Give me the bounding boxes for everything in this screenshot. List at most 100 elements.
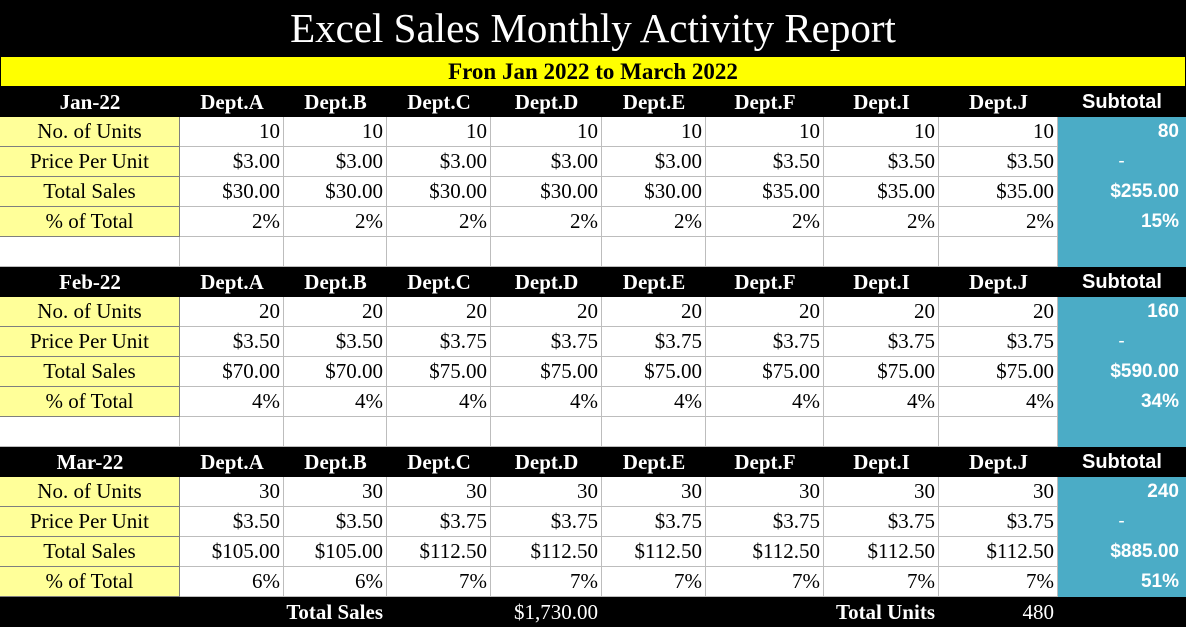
units-row-cell[interactable]: 30 xyxy=(491,477,602,507)
department-header-cell[interactable]: Dept.C xyxy=(387,267,491,297)
total-sales-row-cell[interactable]: $30.00 xyxy=(284,177,387,207)
total-sales-row-cell[interactable]: $105.00 xyxy=(284,537,387,567)
department-header-cell[interactable]: Dept.E xyxy=(602,447,706,477)
empty-cell[interactable] xyxy=(180,417,284,447)
price-row-cell[interactable]: $3.00 xyxy=(387,147,491,177)
total-sales-row-cell[interactable]: $30.00 xyxy=(491,177,602,207)
units-row-label[interactable]: No. of Units xyxy=(0,117,180,147)
total-sales-row-cell[interactable]: $35.00 xyxy=(824,177,939,207)
price-row-cell[interactable]: $3.50 xyxy=(180,327,284,357)
price-row-cell[interactable]: $3.75 xyxy=(824,507,939,537)
units-row-cell[interactable]: 10 xyxy=(706,117,824,147)
department-header-cell[interactable]: Dept.E xyxy=(602,267,706,297)
empty-subtotal-cell[interactable] xyxy=(1058,237,1186,267)
percent-row-cell[interactable]: 2% xyxy=(180,207,284,237)
units-row-cell[interactable]: 30 xyxy=(602,477,706,507)
price-row-subtotal-cell[interactable]: - xyxy=(1058,147,1186,177)
empty-cell[interactable] xyxy=(824,237,939,267)
percent-row-subtotal-cell[interactable]: 34% xyxy=(1058,387,1186,417)
month-header-cell[interactable]: Feb-22 xyxy=(0,267,180,297)
department-header-cell[interactable]: Dept.A xyxy=(180,267,284,297)
percent-row-cell[interactable]: 4% xyxy=(939,387,1058,417)
department-header-cell[interactable]: Dept.C xyxy=(387,87,491,117)
department-header-cell[interactable]: Dept.I xyxy=(824,447,939,477)
total-sales-row-cell[interactable]: $75.00 xyxy=(491,357,602,387)
total-sales-row-cell[interactable]: $112.50 xyxy=(387,537,491,567)
units-row-cell[interactable]: 20 xyxy=(387,297,491,327)
footer-empty-cell[interactable] xyxy=(180,597,284,627)
price-row-label[interactable]: Price Per Unit xyxy=(0,327,180,357)
price-row-cell[interactable]: $3.75 xyxy=(387,327,491,357)
empty-cell[interactable] xyxy=(602,237,706,267)
empty-cell[interactable] xyxy=(824,417,939,447)
department-header-cell[interactable]: Dept.F xyxy=(706,87,824,117)
subtotal-header-cell[interactable]: Subtotal xyxy=(1058,267,1186,297)
empty-cell[interactable] xyxy=(706,237,824,267)
price-row-cell[interactable]: $3.50 xyxy=(824,147,939,177)
total-sales-row-subtotal-cell[interactable]: $885.00 xyxy=(1058,537,1186,567)
total-sales-row-cell[interactable]: $112.50 xyxy=(491,537,602,567)
percent-row-cell[interactable]: 4% xyxy=(284,387,387,417)
subtotal-header-cell[interactable]: Subtotal xyxy=(1058,87,1186,117)
price-row-label[interactable]: Price Per Unit xyxy=(0,147,180,177)
empty-cell[interactable] xyxy=(491,417,602,447)
percent-row-cell[interactable]: 4% xyxy=(824,387,939,417)
total-sales-row-cell[interactable]: $75.00 xyxy=(387,357,491,387)
footer-empty-cell[interactable] xyxy=(387,597,491,627)
total-sales-row-cell[interactable]: $70.00 xyxy=(284,357,387,387)
empty-cell[interactable] xyxy=(706,417,824,447)
price-row-cell[interactable]: $3.50 xyxy=(284,327,387,357)
total-sales-label[interactable]: Total Sales xyxy=(284,597,387,627)
total-sales-row-cell[interactable]: $112.50 xyxy=(706,537,824,567)
percent-row-cell[interactable]: 2% xyxy=(491,207,602,237)
month-header-cell[interactable]: Jan-22 xyxy=(0,87,180,117)
price-row-cell[interactable]: $3.75 xyxy=(939,507,1058,537)
price-row-cell[interactable]: $3.75 xyxy=(706,327,824,357)
units-row-label[interactable]: No. of Units xyxy=(0,477,180,507)
department-header-cell[interactable]: Dept.B xyxy=(284,87,387,117)
empty-cell[interactable] xyxy=(491,237,602,267)
report-title[interactable]: Excel Sales Monthly Activity Report xyxy=(0,0,1186,56)
total-sales-row-cell[interactable]: $30.00 xyxy=(180,177,284,207)
percent-row-label[interactable]: % of Total xyxy=(0,567,180,597)
total-sales-value[interactable]: $1,730.00 xyxy=(491,597,602,627)
price-row-cell[interactable]: $3.75 xyxy=(387,507,491,537)
units-row-cell[interactable]: 20 xyxy=(491,297,602,327)
units-row-cell[interactable]: 10 xyxy=(387,117,491,147)
total-sales-row-cell[interactable]: $75.00 xyxy=(824,357,939,387)
department-header-cell[interactable]: Dept.I xyxy=(824,87,939,117)
percent-row-cell[interactable]: 7% xyxy=(939,567,1058,597)
units-row-cell[interactable]: 20 xyxy=(180,297,284,327)
total-sales-row-subtotal-cell[interactable]: $590.00 xyxy=(1058,357,1186,387)
units-row-subtotal-cell[interactable]: 240 xyxy=(1058,477,1186,507)
price-row-label[interactable]: Price Per Unit xyxy=(0,507,180,537)
units-row-cell[interactable]: 30 xyxy=(824,477,939,507)
price-row-cell[interactable]: $3.00 xyxy=(491,147,602,177)
empty-cell[interactable] xyxy=(939,237,1058,267)
department-header-cell[interactable]: Dept.B xyxy=(284,267,387,297)
empty-cell[interactable] xyxy=(284,417,387,447)
percent-row-cell[interactable]: 4% xyxy=(180,387,284,417)
units-row-cell[interactable]: 30 xyxy=(284,477,387,507)
total-sales-row-cell[interactable]: $70.00 xyxy=(180,357,284,387)
units-row-cell[interactable]: 10 xyxy=(602,117,706,147)
total-sales-row-cell[interactable]: $112.50 xyxy=(824,537,939,567)
price-row-cell[interactable]: $3.00 xyxy=(602,147,706,177)
price-row-cell[interactable]: $3.75 xyxy=(939,327,1058,357)
percent-row-cell[interactable]: 7% xyxy=(387,567,491,597)
total-sales-row-cell[interactable]: $112.50 xyxy=(939,537,1058,567)
empty-cell[interactable] xyxy=(0,417,180,447)
units-row-cell[interactable]: 10 xyxy=(180,117,284,147)
units-row-cell[interactable]: 10 xyxy=(939,117,1058,147)
total-units-value[interactable]: 480 xyxy=(939,597,1058,627)
percent-row-cell[interactable]: 7% xyxy=(824,567,939,597)
department-header-cell[interactable]: Dept.A xyxy=(180,87,284,117)
report-subtitle[interactable]: Fron Jan 2022 to March 2022 xyxy=(0,56,1186,87)
units-row-cell[interactable]: 30 xyxy=(939,477,1058,507)
percent-row-cell[interactable]: 2% xyxy=(284,207,387,237)
percent-row-cell[interactable]: 2% xyxy=(939,207,1058,237)
units-row-cell[interactable]: 30 xyxy=(706,477,824,507)
total-sales-row-cell[interactable]: $35.00 xyxy=(706,177,824,207)
department-header-cell[interactable]: Dept.A xyxy=(180,447,284,477)
empty-cell[interactable] xyxy=(602,417,706,447)
